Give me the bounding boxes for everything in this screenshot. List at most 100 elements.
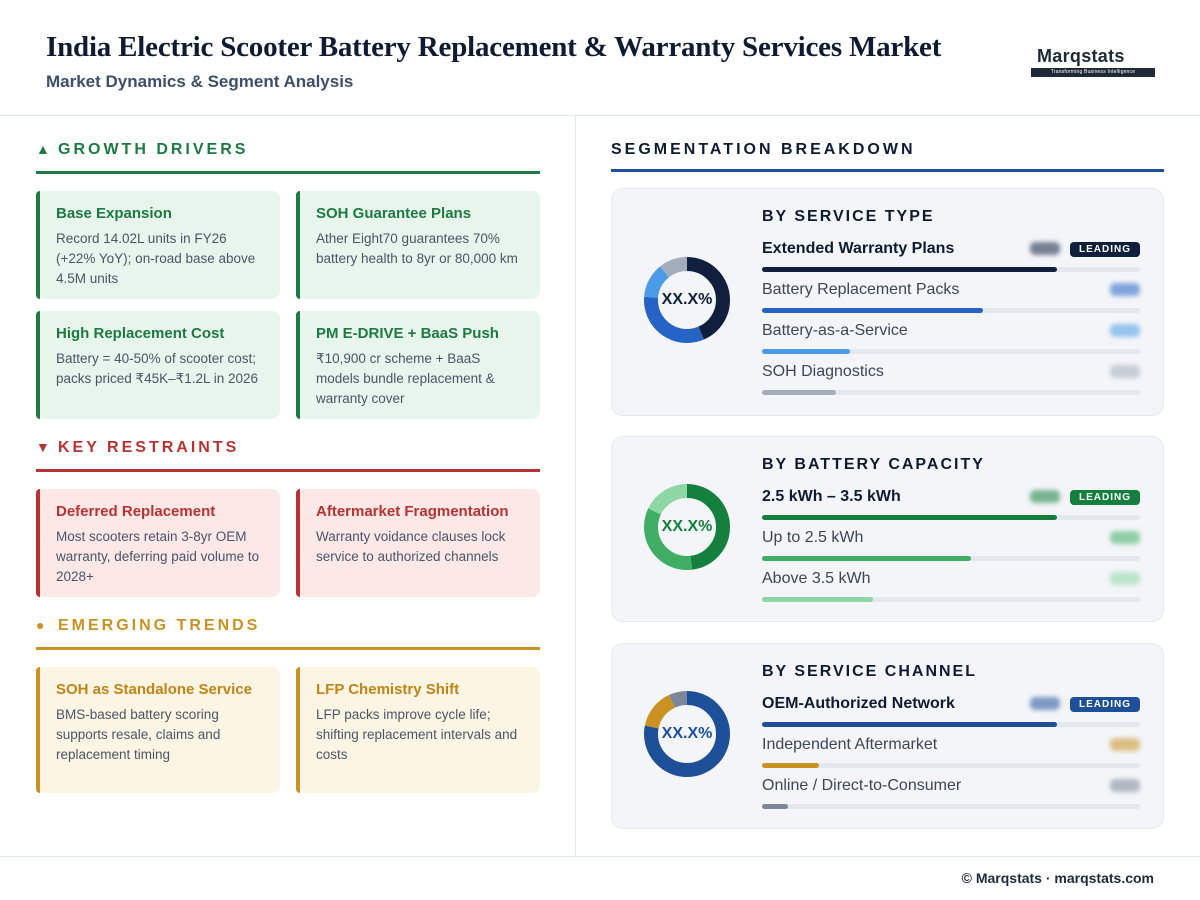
donut-chart: XX.X%: [642, 689, 732, 779]
segment-panel-battery-capacity: XX.X% BY BATTERY CAPACITY 2.5 kWh – 3.5 …: [611, 436, 1164, 622]
emerging-trends-rule: [36, 647, 540, 650]
logo-tagline: Transforming Business Intelligence: [1031, 68, 1155, 77]
trend-card-body: BMS-based battery scoring supports resal…: [56, 707, 221, 762]
column-divider: [575, 116, 576, 856]
page-header: India Electric Scooter Battery Replaceme…: [0, 0, 1200, 116]
segment-row: Independent Aftermarket: [762, 736, 1140, 770]
segment-row: Up to 2.5 kWh: [762, 529, 1140, 563]
segment-value-blurred: [1110, 324, 1140, 337]
key-restraints-title: KEY RESTRAINTS: [58, 439, 240, 456]
donut-chart: XX.X%: [642, 255, 732, 345]
segment-bar-track: [762, 515, 1140, 520]
driver-card: PM E-DRIVE + BaaS Push ₹10,900 cr scheme…: [296, 311, 540, 419]
segment-value-blurred: [1110, 738, 1140, 751]
panel-title: BY BATTERY CAPACITY: [762, 456, 985, 473]
footer-divider: [0, 856, 1200, 857]
segment-bar-fill: [762, 763, 819, 768]
segment-name: OEM-Authorized Network: [762, 695, 955, 712]
restraint-card-title: Aftermarket Fragmentation: [316, 503, 509, 520]
segment-bar-fill: [762, 556, 971, 561]
trend-card-title: SOH as Standalone Service: [56, 681, 252, 698]
leading-badge: LEADING: [1070, 490, 1140, 505]
segment-name: Up to 2.5 kWh: [762, 529, 864, 546]
segment-row: Battery Replacement Packs: [762, 281, 1140, 315]
donut-center-label: XX.X%: [661, 291, 713, 308]
trend-card-body: LFP packs improve cycle life; shifting r…: [316, 707, 518, 762]
segment-row: Extended Warranty Plans LEADING: [762, 240, 1140, 274]
segment-value-blurred: [1110, 283, 1140, 296]
segment-bar-track: [762, 349, 1140, 354]
restraint-card-body: Warranty voidance clauses lock service t…: [316, 529, 506, 564]
segment-bar-track: [762, 390, 1140, 395]
segment-bar-fill: [762, 267, 1057, 272]
panel-title: BY SERVICE TYPE: [762, 208, 935, 225]
segmentation-rule: [611, 169, 1164, 172]
segment-value-blurred: [1030, 242, 1060, 255]
marqstats-logo: Marqstats Transforming Business Intellig…: [1031, 39, 1155, 85]
leading-badge: LEADING: [1070, 242, 1140, 257]
driver-card-title: Base Expansion: [56, 205, 172, 222]
segment-value-blurred: [1110, 531, 1140, 544]
donut-chart: XX.X%: [642, 482, 732, 572]
segment-row: Battery-as-a-Service: [762, 322, 1140, 356]
donut-center-label: XX.X%: [661, 518, 713, 535]
segment-bar-fill: [762, 515, 1057, 520]
segment-name: SOH Diagnostics: [762, 363, 884, 380]
donut-slice: [644, 484, 730, 570]
growth-drivers-heading: ▲ GROWTH DRIVERS: [36, 141, 540, 165]
segmentation-heading: SEGMENTATION BREAKDOWN: [611, 141, 916, 158]
driver-card-body: Record 14.02L units in FY26 (+22% YoY); …: [56, 231, 256, 286]
driver-card-body: Battery = 40-50% of scooter cost; packs …: [56, 351, 259, 386]
segment-panel-service-type: XX.X% BY SERVICE TYPE Extended Warranty …: [611, 188, 1164, 416]
segment-name: Online / Direct-to-Consumer: [762, 777, 962, 794]
segment-name: 2.5 kWh – 3.5 kWh: [762, 488, 901, 505]
logo-wordmark: Marqstats: [1037, 46, 1125, 66]
donut-svg: [644, 691, 730, 777]
trend-card: SOH as Standalone Service BMS-based batt…: [36, 667, 280, 793]
segment-value-blurred: [1030, 490, 1060, 503]
page-subtitle: Market Dynamics & Segment Analysis: [46, 72, 354, 91]
driver-card: High Replacement Cost Battery = 40-50% o…: [36, 311, 280, 419]
footer-credit: © Marqstats · marqstats.com: [961, 870, 1154, 886]
segment-bar-fill: [762, 308, 984, 313]
restraint-card-body: Most scooters retain 3-8yr OEM warranty,…: [56, 529, 260, 584]
segment-bar-track: [762, 556, 1140, 561]
segment-row: 2.5 kWh – 3.5 kWh LEADING: [762, 488, 1140, 522]
restraint-card-title: Deferred Replacement: [56, 503, 216, 520]
panel-title: BY SERVICE CHANNEL: [762, 663, 977, 680]
driver-card-body: Ather Eight70 guarantees 70% battery hea…: [316, 231, 518, 266]
driver-card: SOH Guarantee Plans Ather Eight70 guaran…: [296, 191, 540, 299]
driver-card-body: ₹10,900 cr scheme + BaaS models bundle r…: [316, 351, 495, 406]
driver-card-title: PM E-DRIVE + BaaS Push: [316, 325, 499, 342]
key-restraints-rule: [36, 469, 540, 472]
growth-drivers-rule: [36, 171, 540, 174]
page-title: India Electric Scooter Battery Replaceme…: [46, 31, 942, 63]
segment-row: Above 3.5 kWh: [762, 570, 1140, 604]
segment-bar-track: [762, 804, 1140, 809]
donut-slice: [644, 257, 730, 343]
trend-card: LFP Chemistry Shift LFP packs improve cy…: [296, 667, 540, 793]
segment-name: Independent Aftermarket: [762, 736, 938, 753]
segment-value-blurred: [1110, 365, 1140, 378]
donut-slice: [644, 691, 730, 777]
donut-slice: [644, 484, 730, 570]
segment-row: OEM-Authorized Network LEADING: [762, 695, 1140, 729]
segment-bar-fill: [762, 722, 1057, 727]
donut-slice: [644, 257, 730, 343]
donut-svg: [644, 257, 730, 343]
segment-row: Online / Direct-to-Consumer: [762, 777, 1140, 811]
segment-bar-track: [762, 597, 1140, 602]
segment-value-blurred: [1110, 572, 1140, 585]
segment-bar-track: [762, 267, 1140, 272]
restraint-card: Deferred Replacement Most scooters retai…: [36, 489, 280, 597]
segment-bar-track: [762, 763, 1140, 768]
segment-bar-fill: [762, 349, 851, 354]
restraint-card: Aftermarket Fragmentation Warranty voida…: [296, 489, 540, 597]
trend-card-title: LFP Chemistry Shift: [316, 681, 460, 698]
leading-badge: LEADING: [1070, 697, 1140, 712]
segment-bar-track: [762, 308, 1140, 313]
segment-bar-fill: [762, 390, 836, 395]
donut-svg: [644, 484, 730, 570]
segment-bar-fill: [762, 804, 789, 809]
driver-card-title: High Replacement Cost: [56, 325, 225, 342]
